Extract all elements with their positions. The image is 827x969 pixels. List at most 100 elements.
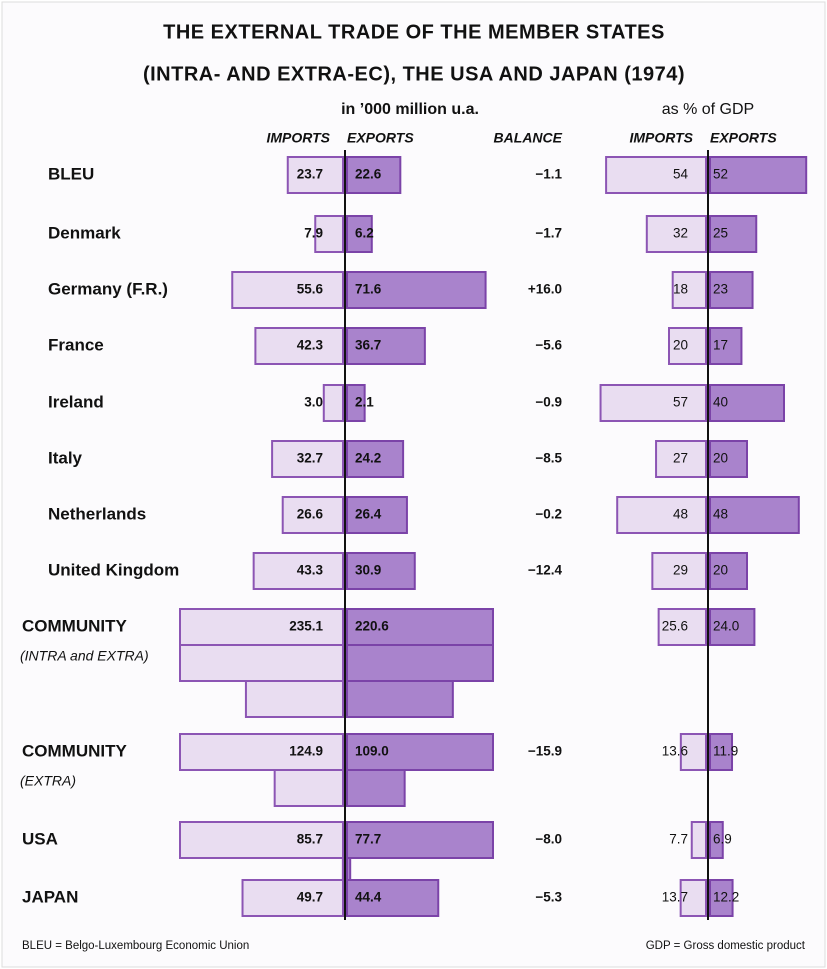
- chart-title: THE EXTERNAL TRADE OF THE MEMBER STATES: [163, 21, 665, 43]
- gdp-import-bar: [651, 552, 707, 590]
- value-label: 109.0: [355, 744, 389, 759]
- value-label: 48: [713, 507, 728, 522]
- category-note: (EXTRA): [20, 773, 76, 789]
- value-label: 57: [673, 395, 688, 410]
- import-bar: [231, 271, 344, 309]
- gdp-export-bar: [709, 496, 800, 534]
- gdp-export-bar: [709, 552, 748, 590]
- category-note: (INTRA and EXTRA): [20, 648, 149, 664]
- import-bar: [271, 440, 344, 478]
- import-bar: [244, 680, 344, 718]
- value-label: 32.7: [297, 451, 323, 466]
- gdp-export-bar: [709, 271, 754, 309]
- export-bar: [346, 769, 406, 807]
- value-label: 6.9: [713, 832, 732, 847]
- export-bar: [346, 215, 373, 253]
- category-label: USA: [22, 829, 58, 848]
- value-label: 22.6: [355, 167, 382, 182]
- import-bar: [314, 215, 344, 253]
- import-bar: [179, 733, 344, 771]
- value-label: 7.7: [669, 832, 688, 847]
- value-label: 26.6: [297, 507, 324, 522]
- value-label: 36.7: [355, 338, 381, 353]
- gdp-import-bar: [655, 440, 707, 478]
- value-label: 23: [713, 282, 728, 297]
- value-label: 11.9: [713, 744, 738, 759]
- export-bar: [346, 879, 440, 917]
- import-bar: [286, 156, 344, 194]
- import-bar: [273, 769, 345, 807]
- value-label: 23.7: [297, 167, 323, 182]
- balance-label: −0.2: [535, 507, 562, 522]
- value-label: 24.2: [355, 451, 381, 466]
- import-bar: [252, 552, 345, 590]
- value-label: 52: [713, 167, 728, 182]
- gdp-import-bar: [690, 821, 708, 859]
- value-label: 85.7: [297, 832, 323, 847]
- gdp-export-bar: [709, 733, 734, 771]
- balance-label: −0.9: [535, 395, 562, 410]
- category-label: BLEU: [48, 164, 94, 183]
- value-label: 42.3: [297, 338, 324, 353]
- export-bar: [346, 440, 405, 478]
- balance-label: −15.9: [528, 744, 562, 759]
- export-bar: [346, 271, 487, 309]
- value-label: 6.2: [355, 226, 374, 241]
- footnote: BLEU = Belgo-Luxembourg Economic Union: [22, 940, 249, 952]
- column-header: BALANCE: [494, 130, 563, 146]
- balance-label: +16.0: [528, 282, 562, 297]
- export-bar: [346, 680, 454, 718]
- category-label: Ireland: [48, 392, 104, 411]
- value-label: 24.0: [713, 619, 739, 634]
- footnote: GDP = Gross domestic product: [646, 940, 806, 952]
- balance-label: −1.1: [535, 167, 562, 182]
- value-label: 77.7: [355, 832, 381, 847]
- value-label: 55.6: [297, 282, 324, 297]
- value-label: 44.4: [355, 890, 382, 905]
- category-label: United Kingdom: [48, 560, 179, 579]
- value-label: 25.6: [662, 619, 688, 634]
- gdp-label: as % of GDP: [662, 101, 754, 118]
- value-label: 25: [713, 226, 728, 241]
- value-label: 20: [673, 338, 688, 353]
- value-label: 29: [673, 563, 688, 578]
- import-bar: [322, 384, 344, 422]
- export-bar: [346, 496, 408, 534]
- gdp-export-bar: [709, 879, 734, 917]
- gdp-export-bar: [709, 384, 785, 422]
- value-label: 54: [673, 167, 689, 182]
- value-label: 13.7: [662, 890, 688, 905]
- category-label: Netherlands: [48, 504, 146, 523]
- value-label: 18: [673, 282, 688, 297]
- gdp-import-bar: [679, 733, 708, 771]
- value-label: 43.3: [297, 563, 324, 578]
- export-bar: [346, 327, 426, 365]
- import-bar: [179, 608, 344, 646]
- import-bar: [254, 327, 344, 365]
- value-label: 3.0: [304, 395, 323, 410]
- balance-label: −8.0: [535, 832, 562, 847]
- balance-label: −5.6: [535, 338, 562, 353]
- balance-label: −5.3: [535, 890, 562, 905]
- unit-label: in ’000 million u.a.: [341, 101, 479, 118]
- category-label: COMMUNITY: [22, 741, 127, 760]
- value-label: 2.1: [355, 395, 374, 410]
- import-bar: [281, 496, 345, 534]
- category-label: France: [48, 335, 104, 354]
- value-label: 220.6: [355, 619, 389, 634]
- gdp-export-bar: [709, 156, 808, 194]
- export-bar: [346, 733, 494, 771]
- gdp-export-bar: [709, 327, 743, 365]
- export-bar: [346, 821, 494, 859]
- value-label: 26.4: [355, 507, 382, 522]
- value-label: 124.9: [289, 744, 323, 759]
- import-bar: [179, 644, 344, 682]
- gdp-import-bar: [645, 215, 707, 253]
- category-label: Italy: [48, 448, 83, 467]
- gdp-export-bar: [709, 215, 758, 253]
- value-label: 7.9: [304, 226, 323, 241]
- value-label: 48: [673, 507, 688, 522]
- export-bar: [346, 552, 416, 590]
- value-label: 49.7: [297, 890, 323, 905]
- value-label: 32: [673, 226, 688, 241]
